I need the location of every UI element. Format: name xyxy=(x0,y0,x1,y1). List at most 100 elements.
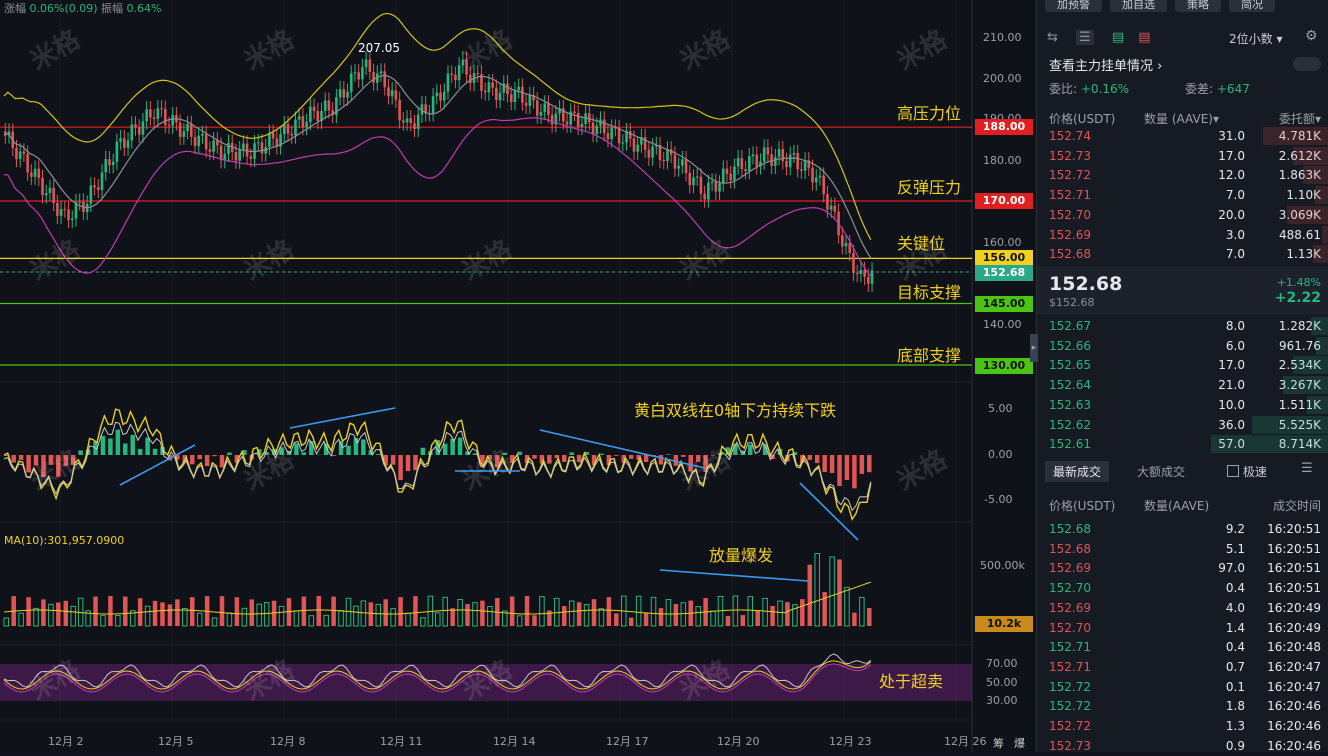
candle-body xyxy=(409,118,412,123)
candle-body xyxy=(205,134,208,149)
volume-bar xyxy=(666,600,671,626)
macd-bar xyxy=(123,443,128,455)
book-asks-icon[interactable]: ▤ xyxy=(1138,30,1150,45)
trade-row-value: 16:20:47 xyxy=(1267,680,1321,694)
tab-large-trades[interactable]: 大额成交 xyxy=(1137,463,1185,480)
liq-button[interactable]: 爆 xyxy=(1014,735,1025,751)
bid-depth-bar xyxy=(1311,317,1328,335)
ob-header-qty[interactable]: 数量 (AAVE)▾ xyxy=(1144,110,1219,127)
candle-body xyxy=(778,149,781,157)
volume-bar xyxy=(674,604,679,626)
candle-body xyxy=(41,178,44,195)
macd-bar xyxy=(116,430,121,455)
candle-body xyxy=(737,158,740,166)
reverse-icon[interactable]: ⇆ xyxy=(1047,30,1058,45)
overview-button[interactable]: 简况 xyxy=(1229,0,1275,12)
change-value: 0.06%(0.09) xyxy=(30,2,98,15)
candle-body xyxy=(521,87,524,103)
volume-bar xyxy=(250,599,255,626)
alert-button[interactable]: 加预警 xyxy=(1045,0,1102,12)
book-both-icon[interactable]: ☰ xyxy=(1076,30,1094,45)
trade-row-value: 16:20:48 xyxy=(1267,640,1321,654)
candle-body xyxy=(785,161,788,167)
volume-bar xyxy=(644,613,649,626)
chip-button[interactable]: 筹 xyxy=(993,735,1004,751)
bid-row-price: 152.67 xyxy=(1049,319,1091,333)
candle-body xyxy=(78,202,81,203)
ob-header-amount[interactable]: 委托额▾ xyxy=(1279,110,1321,127)
candle-body xyxy=(309,107,312,122)
candle-body xyxy=(707,183,710,200)
candle-body xyxy=(324,100,327,110)
bid-row-price: 152.61 xyxy=(1049,437,1091,451)
volume-bar xyxy=(413,596,418,626)
candle-body xyxy=(763,147,766,161)
macd-bar xyxy=(11,455,16,463)
rsi-tick: 50.00 xyxy=(986,676,1018,689)
tab-latest-trades[interactable]: 最新成交 xyxy=(1045,461,1109,482)
candle-body xyxy=(856,273,859,274)
settings-icon[interactable]: ⚙ xyxy=(1305,28,1318,44)
macd-bar xyxy=(547,455,552,464)
candle-body xyxy=(402,120,405,122)
candle-body xyxy=(432,96,435,113)
depth-toggle[interactable] xyxy=(1293,57,1321,71)
candle-body xyxy=(834,206,837,212)
volume-bar xyxy=(822,592,827,626)
amp-value: 0.64% xyxy=(127,2,162,15)
decimal-select[interactable]: 2位小数 ▾ xyxy=(1229,30,1283,47)
candle-body xyxy=(119,138,122,142)
candle-body xyxy=(52,188,55,203)
book-bids-icon[interactable]: ▤ xyxy=(1112,30,1124,45)
macd-bar xyxy=(153,449,158,455)
depth-link[interactable]: 查看主力挂单情况 › xyxy=(1049,55,1162,74)
strategy-button[interactable]: 策略 xyxy=(1175,0,1221,12)
ask-row-price: 152.70 xyxy=(1049,208,1091,222)
filter-icon[interactable]: ☰ xyxy=(1301,461,1313,476)
candle-body xyxy=(171,115,174,126)
chart-canvas[interactable] xyxy=(0,0,1035,752)
macd-bar xyxy=(629,455,634,459)
candle-body xyxy=(268,133,271,147)
fast-mode-checkbox[interactable]: 极速 xyxy=(1227,463,1267,480)
candle-body xyxy=(60,209,63,216)
candle-body xyxy=(101,172,104,190)
trade-row-qty: 1.4 xyxy=(1226,621,1245,635)
ask-depth-bar xyxy=(1303,166,1328,184)
diff-row: 委差: +647 xyxy=(1185,80,1250,97)
macd-bar xyxy=(748,444,753,455)
bid-row-price: 152.66 xyxy=(1049,339,1091,353)
level-tag-130: 130.00 xyxy=(975,358,1033,374)
macd-bar xyxy=(852,455,857,488)
volume-bar xyxy=(116,615,121,626)
chart-area[interactable]: 涨幅 0.06%(0.09) 振幅 0.64% 210.00 200.00 19… xyxy=(0,0,1035,752)
annotation-high-resistance: 高压力位 xyxy=(897,100,961,124)
collapse-panel-handle[interactable]: ▸ xyxy=(1030,334,1038,362)
volume-bar xyxy=(763,598,768,626)
ask-depth-bar xyxy=(1293,147,1328,165)
candle-body xyxy=(573,112,576,113)
watchlist-button[interactable]: 加自选 xyxy=(1110,0,1167,12)
